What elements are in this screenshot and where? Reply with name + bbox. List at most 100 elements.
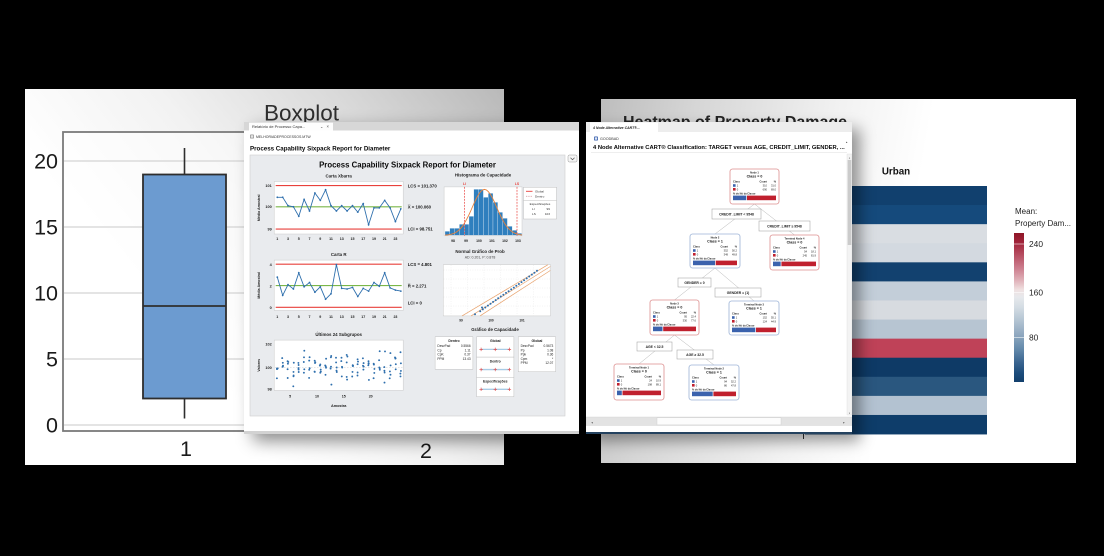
svg-text:95: 95 [684,315,687,319]
svg-text:15: 15 [350,315,354,319]
svg-text:0: 0 [270,306,272,310]
svg-text:PPM: PPM [521,361,528,365]
svg-text:2: 2 [270,284,272,288]
svg-text:310: 310 [763,184,768,188]
svg-text:Class = 0: Class = 0 [631,370,647,374]
svg-text:Terminal Node 3: Terminal Node 3 [744,302,765,306]
svg-text:▾: ▾ [849,412,851,415]
svg-text:Mean:: Mean: [1015,207,1037,216]
svg-text:21: 21 [383,237,387,241]
svg-text:%: % [734,375,737,379]
svg-text:69.0: 69.0 [771,187,777,191]
svg-text:99: 99 [464,239,468,243]
svg-text:% do Nó da Classe: % do Nó da Classe [617,387,640,390]
svg-text:Gráfico de Capacidade: Gráfico de Capacidade [471,327,519,332]
svg-text:Média Amostral: Média Amostral [257,272,261,299]
svg-text:77.6: 77.6 [691,318,697,322]
svg-text:99: 99 [547,207,551,211]
svg-text:80: 80 [1029,333,1039,343]
svg-text:13.43: 13.43 [463,357,471,361]
svg-text:101: 101 [265,184,271,188]
svg-text:LCS = 101.370: LCS = 101.370 [408,183,438,188]
svg-text:98: 98 [267,388,271,392]
svg-text:LI: LI [532,207,535,211]
svg-text:0.5566: 0.5566 [461,344,471,348]
svg-text:89.1: 89.1 [656,382,662,386]
svg-text:LS: LS [515,182,520,186]
svg-text:Class = 1: Class = 1 [707,240,723,244]
svg-text:47.8: 47.8 [731,383,737,387]
svg-text:0: 0 [777,253,779,257]
svg-text:%: % [694,310,697,314]
svg-text:10: 10 [34,282,58,306]
svg-text:11: 11 [329,315,333,319]
svg-text:13: 13 [340,315,344,319]
svg-text:GENDER = (1): GENDER = (1) [727,291,750,295]
svg-text:18.1: 18.1 [811,250,817,254]
svg-text:1.08: 1.08 [547,348,553,352]
svg-text:101: 101 [519,319,525,323]
svg-text:Class: Class [773,245,780,249]
svg-text:CpK: CpK [437,353,444,357]
svg-text:Terminal Node 2: Terminal Node 2 [704,366,725,370]
svg-text:3: 3 [287,315,289,319]
svg-text:22.4: 22.4 [691,315,697,319]
svg-text:% do Nó da Classe: % do Nó da Classe [732,324,755,327]
svg-text:20: 20 [34,150,58,174]
svg-text:15: 15 [350,237,354,241]
svg-text:13: 13 [340,237,344,241]
svg-text:5: 5 [298,237,300,241]
svg-text:LCI = 98.751: LCI = 98.751 [408,227,434,232]
svg-text:1: 1 [657,315,659,319]
svg-text:349: 349 [724,252,729,256]
svg-text:4 Node Alternative CART® Class: 4 Node Alternative CART® Classification:… [593,144,845,151]
svg-text:15: 15 [342,395,346,399]
svg-text:86: 86 [724,383,727,387]
svg-text:Class: Class [617,374,624,378]
svg-text:102: 102 [502,239,508,243]
svg-text:55.1: 55.1 [771,316,777,320]
svg-text:Class: Class [692,375,699,379]
svg-text:Normal Gráfico de Prob: Normal Gráfico de Prob [455,249,505,254]
svg-text:103: 103 [545,212,550,216]
svg-text:102: 102 [265,343,271,347]
svg-text:240: 240 [1029,239,1043,249]
svg-text:5: 5 [46,348,58,372]
svg-text:Count: Count [800,245,808,249]
svg-text:Class = 0: Class = 0 [747,175,763,179]
svg-text:100: 100 [265,366,271,370]
svg-text:245: 245 [803,253,808,257]
svg-text:Últimos 24 Subgrupos: Últimos 24 Subgrupos [315,332,362,337]
svg-text:9: 9 [319,237,321,241]
svg-text:31.0: 31.0 [771,184,777,188]
svg-text:% do Nó da Classe: % do Nó da Classe [773,258,796,261]
svg-text:19: 19 [372,315,376,319]
svg-text:CREDIT_LIMIT < 9548: CREDIT_LIMIT < 9548 [719,212,754,216]
svg-text:Class = 1: Class = 1 [746,307,762,311]
svg-text:Count: Count [760,179,768,183]
svg-text:% do Nó da Classe: % do Nó da Classe [693,257,716,260]
svg-text:Carta Xbarra: Carta Xbarra [326,174,353,179]
svg-text:Global: Global [535,190,544,194]
svg-text:0: 0 [657,318,659,322]
svg-text:152: 152 [763,316,768,320]
svg-text:15: 15 [34,216,58,240]
svg-text:0.36: 0.36 [547,353,553,357]
svg-text:44.9: 44.9 [771,319,777,323]
svg-text:12.07: 12.07 [545,361,553,365]
svg-text:9: 9 [319,315,321,319]
svg-text:99: 99 [267,228,271,232]
svg-text:LCS = 4.801: LCS = 4.801 [408,262,433,267]
svg-text:Class = 1: Class = 1 [706,371,722,375]
svg-text:LS: LS [532,212,536,216]
svg-text:▴: ▴ [849,157,851,160]
svg-text:1: 1 [737,184,739,188]
svg-text:4: 4 [270,263,273,267]
svg-text:Cpm: Cpm [521,357,528,361]
svg-text:100: 100 [476,239,482,243]
svg-text:4 Node Alternative CART®...: 4 Node Alternative CART®... [592,126,640,130]
svg-text:Urban: Urban [882,167,910,178]
svg-text:% do Nó da Classe: % do Nó da Classe [653,323,676,326]
svg-text:7: 7 [309,237,311,241]
svg-text:690: 690 [763,187,768,191]
